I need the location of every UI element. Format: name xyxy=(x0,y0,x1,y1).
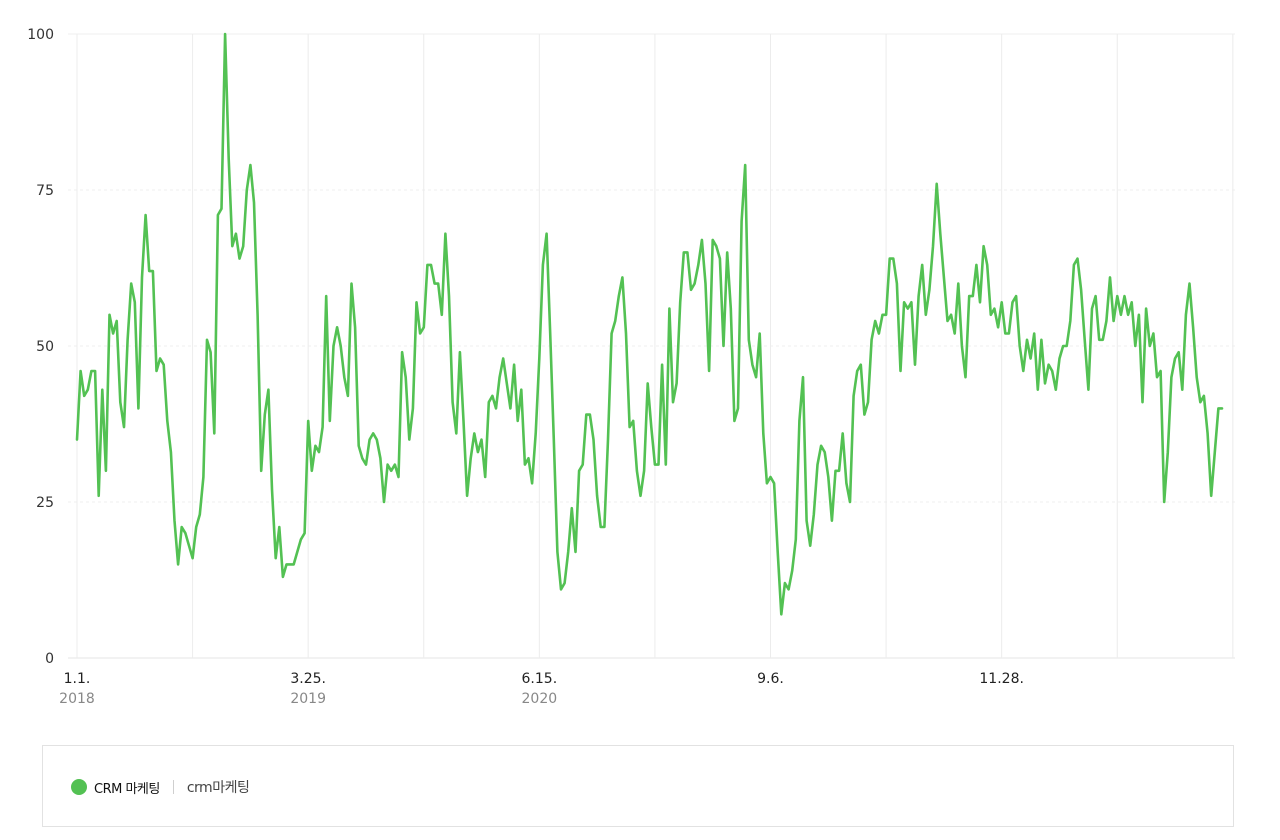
series-color-dot xyxy=(71,779,87,795)
x-tick-label: 6.15. xyxy=(522,671,558,687)
x-tick-label: 11.28. xyxy=(979,671,1024,687)
x-tick-label: 1.1. xyxy=(64,671,91,687)
legend-divider xyxy=(172,780,174,794)
legend-term-label: crm마케팅 xyxy=(186,780,250,796)
legend: CRM 마케팅 crm마케팅 xyxy=(42,745,1234,827)
series-line-crm-marketing[interactable] xyxy=(75,32,1224,616)
grid xyxy=(68,33,1235,659)
y-tick-label: 100 xyxy=(27,27,54,43)
y-tick-label: 0 xyxy=(45,651,54,667)
x-tick-year-label: 2019 xyxy=(290,691,326,707)
y-tick-label: 75 xyxy=(36,183,54,199)
x-tick-label: 3.25. xyxy=(290,671,326,687)
y-tick-label: 25 xyxy=(36,495,54,511)
x-tick-label: 9.6. xyxy=(757,671,784,687)
x-tick-year-label: 2020 xyxy=(522,691,558,707)
legend-item-series[interactable]: CRM 마케팅 crm마케팅 xyxy=(71,776,250,798)
y-tick-label: 50 xyxy=(36,339,54,355)
series-group xyxy=(75,32,1224,616)
trend-chart: 0 25 50 75 100 1.1. 2018 3.25. 2019 6.15. 2020 9.6… xyxy=(27,27,1235,707)
x-axis: 1.1. 2018 3.25. 2019 6.15. 2020 9.6. 11.28. xyxy=(59,671,1024,707)
legend-series-label: CRM 마케팅 xyxy=(94,781,160,797)
y-axis: 0 25 50 75 100 xyxy=(27,27,54,667)
x-tick-year-label: 2018 xyxy=(59,691,95,707)
